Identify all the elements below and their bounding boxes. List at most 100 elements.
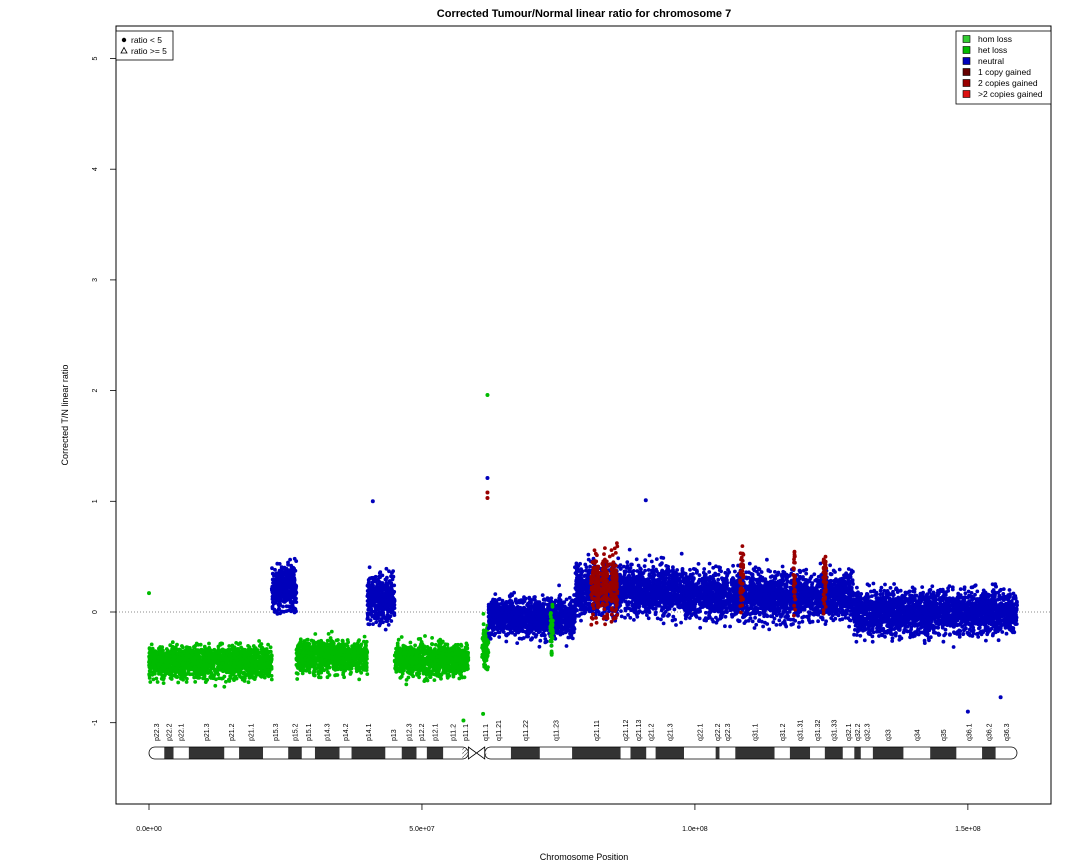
- data-point: [444, 658, 449, 663]
- data-point: [280, 576, 285, 581]
- data-point: [167, 663, 172, 668]
- data-point: [296, 643, 300, 648]
- data-point: [185, 676, 189, 681]
- data-point: [229, 660, 233, 665]
- data-point: [311, 640, 316, 645]
- data-point: [327, 659, 332, 664]
- data-point: [403, 663, 408, 668]
- data-point: [356, 654, 361, 659]
- data-point: [209, 672, 214, 677]
- data-point: [291, 565, 296, 570]
- data-point: [485, 647, 489, 652]
- data-point: [315, 652, 320, 656]
- data-point: [365, 611, 370, 616]
- data-point: [386, 613, 391, 618]
- data-point: [388, 609, 393, 614]
- data-point: [224, 663, 229, 668]
- data-point: [430, 642, 435, 647]
- data-point: [436, 664, 441, 669]
- data-point: [217, 664, 222, 669]
- series-het-loss: [147, 639, 274, 689]
- data-point: [245, 658, 250, 663]
- data-point: [234, 652, 239, 656]
- data-point: [182, 664, 187, 669]
- data-point: [166, 660, 171, 664]
- data-point: [312, 673, 316, 678]
- data-point: [353, 651, 357, 656]
- data-point: [197, 667, 201, 671]
- data-point: [288, 598, 293, 603]
- data-point: [184, 680, 189, 684]
- data-point: [272, 610, 277, 614]
- data-point: [189, 662, 194, 667]
- data-point: [266, 650, 271, 654]
- data-point: [220, 661, 225, 666]
- data-point: [271, 601, 276, 606]
- data-point: [427, 661, 431, 666]
- data-point: [387, 588, 391, 592]
- data-point: [483, 663, 488, 667]
- data-point: [234, 656, 239, 661]
- data-point: [258, 656, 263, 660]
- data-point: [484, 638, 489, 642]
- data-point: [294, 559, 299, 563]
- data-point: [445, 642, 450, 647]
- data-point: [222, 684, 227, 689]
- data-point: [433, 652, 438, 657]
- data-point: [423, 677, 427, 682]
- data-point: [282, 565, 287, 570]
- data-point: [396, 668, 400, 673]
- data-point: [269, 677, 274, 682]
- data-point: [353, 644, 358, 649]
- data-point: [319, 657, 324, 662]
- data-point: [304, 650, 308, 655]
- data-point: [438, 640, 443, 645]
- data-point: [192, 675, 197, 680]
- data-point: [384, 599, 389, 604]
- data-point: [292, 585, 297, 590]
- data-point: [226, 670, 231, 675]
- data-point: [291, 570, 296, 575]
- data-point: [445, 675, 450, 680]
- data-point: [328, 654, 333, 658]
- data-point: [233, 661, 238, 666]
- data-point: [485, 653, 490, 657]
- data-point: [480, 654, 485, 659]
- data-point: [168, 654, 173, 659]
- data-point: [386, 592, 391, 596]
- data-point: [217, 655, 222, 660]
- data-point: [330, 646, 335, 651]
- data-point: [228, 665, 232, 670]
- data-point: [372, 576, 376, 580]
- data-point: [179, 675, 183, 679]
- data-point: [252, 655, 257, 660]
- data-point: [408, 645, 413, 649]
- data-point: [384, 617, 389, 622]
- data-point: [270, 577, 275, 582]
- data-point: [275, 581, 280, 586]
- data-point: [150, 646, 155, 651]
- data-point: [147, 676, 152, 680]
- data-point: [318, 663, 323, 668]
- data-point: [380, 593, 384, 598]
- data-point: [367, 622, 372, 627]
- data-point: [465, 647, 469, 651]
- data-point: [185, 661, 190, 666]
- data-point: [254, 660, 258, 665]
- data-point: [481, 622, 486, 627]
- data-point: [305, 646, 309, 651]
- data-point: [357, 677, 362, 682]
- data-point: [278, 601, 282, 606]
- data-point: [201, 659, 206, 664]
- data-point: [451, 648, 456, 652]
- data-point: [337, 659, 341, 664]
- data-point: [364, 661, 369, 666]
- data-point: [199, 663, 204, 668]
- data-point: [255, 648, 260, 653]
- data-point: [266, 674, 271, 679]
- data-point: [230, 672, 235, 677]
- data-point: [369, 590, 374, 595]
- data-point: [153, 671, 157, 676]
- data-point: [173, 649, 178, 654]
